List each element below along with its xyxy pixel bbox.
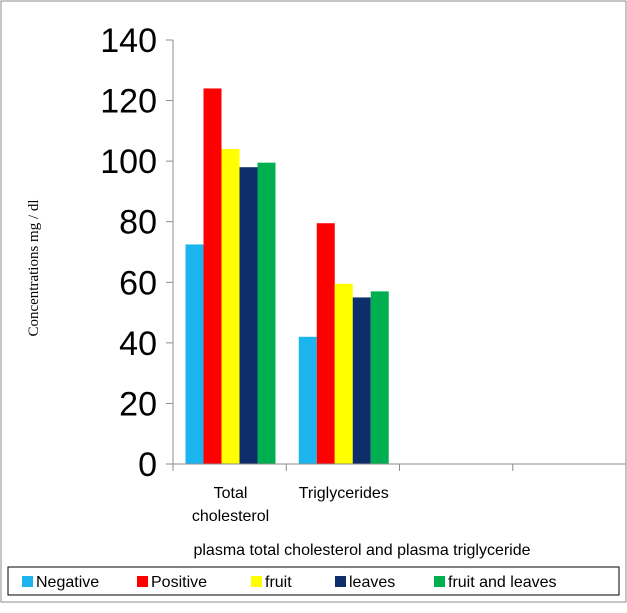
category-label: Total cholesterol bbox=[192, 485, 269, 525]
legend-box bbox=[7, 566, 620, 596]
category-labels: Total cholesterol Triglycerides bbox=[192, 485, 389, 525]
legend: Negative Positive fruit leaves fruit and lea… bbox=[7, 566, 620, 596]
legend-label: fruit bbox=[265, 574, 292, 591]
legend-swatch bbox=[434, 576, 445, 587]
bar-fruit-1 bbox=[221, 149, 240, 464]
y-tick-label: 140 bbox=[100, 22, 157, 60]
bars bbox=[185, 88, 389, 464]
y-tick-label: 60 bbox=[119, 264, 157, 302]
bar-leaves-2 bbox=[352, 297, 371, 464]
bar-fruit-2 bbox=[334, 283, 353, 464]
y-tick-label: 40 bbox=[119, 325, 157, 363]
legend-swatch bbox=[335, 576, 346, 587]
y-tick-label: 20 bbox=[119, 385, 157, 423]
bar-positive-1 bbox=[203, 88, 222, 464]
y-axis-label: Concentrations mg / dl bbox=[26, 199, 42, 336]
x-axis-ticks bbox=[172, 464, 627, 471]
y-tick-label: 120 bbox=[100, 83, 157, 121]
bar-fruit-and-leaves-2 bbox=[370, 291, 389, 464]
legend-swatch bbox=[251, 576, 262, 587]
legend-label: Positive bbox=[151, 574, 207, 591]
bar-negative-2 bbox=[298, 336, 317, 464]
y-tick-label: 100 bbox=[100, 143, 157, 181]
legend-label: leaves bbox=[349, 574, 395, 591]
x-axis-label: plasma total cholesterol and plasma trig… bbox=[193, 542, 530, 559]
legend-swatch bbox=[22, 576, 33, 587]
category-label: Triglycerides bbox=[299, 485, 389, 502]
legend-label: Negative bbox=[36, 574, 99, 591]
bar-leaves-1 bbox=[239, 167, 258, 464]
y-tick-label: 0 bbox=[138, 446, 157, 484]
bar-fruit-and-leaves-1 bbox=[257, 162, 276, 464]
legend-swatch bbox=[137, 576, 148, 587]
y-tick-label: 80 bbox=[119, 204, 157, 242]
y-axis-ticks: 0 20 40 60 80 100 120 140 bbox=[100, 22, 173, 484]
bar-positive-2 bbox=[316, 223, 335, 464]
legend-label: fruit and leaves bbox=[448, 574, 557, 591]
bar-negative-1 bbox=[185, 244, 204, 464]
